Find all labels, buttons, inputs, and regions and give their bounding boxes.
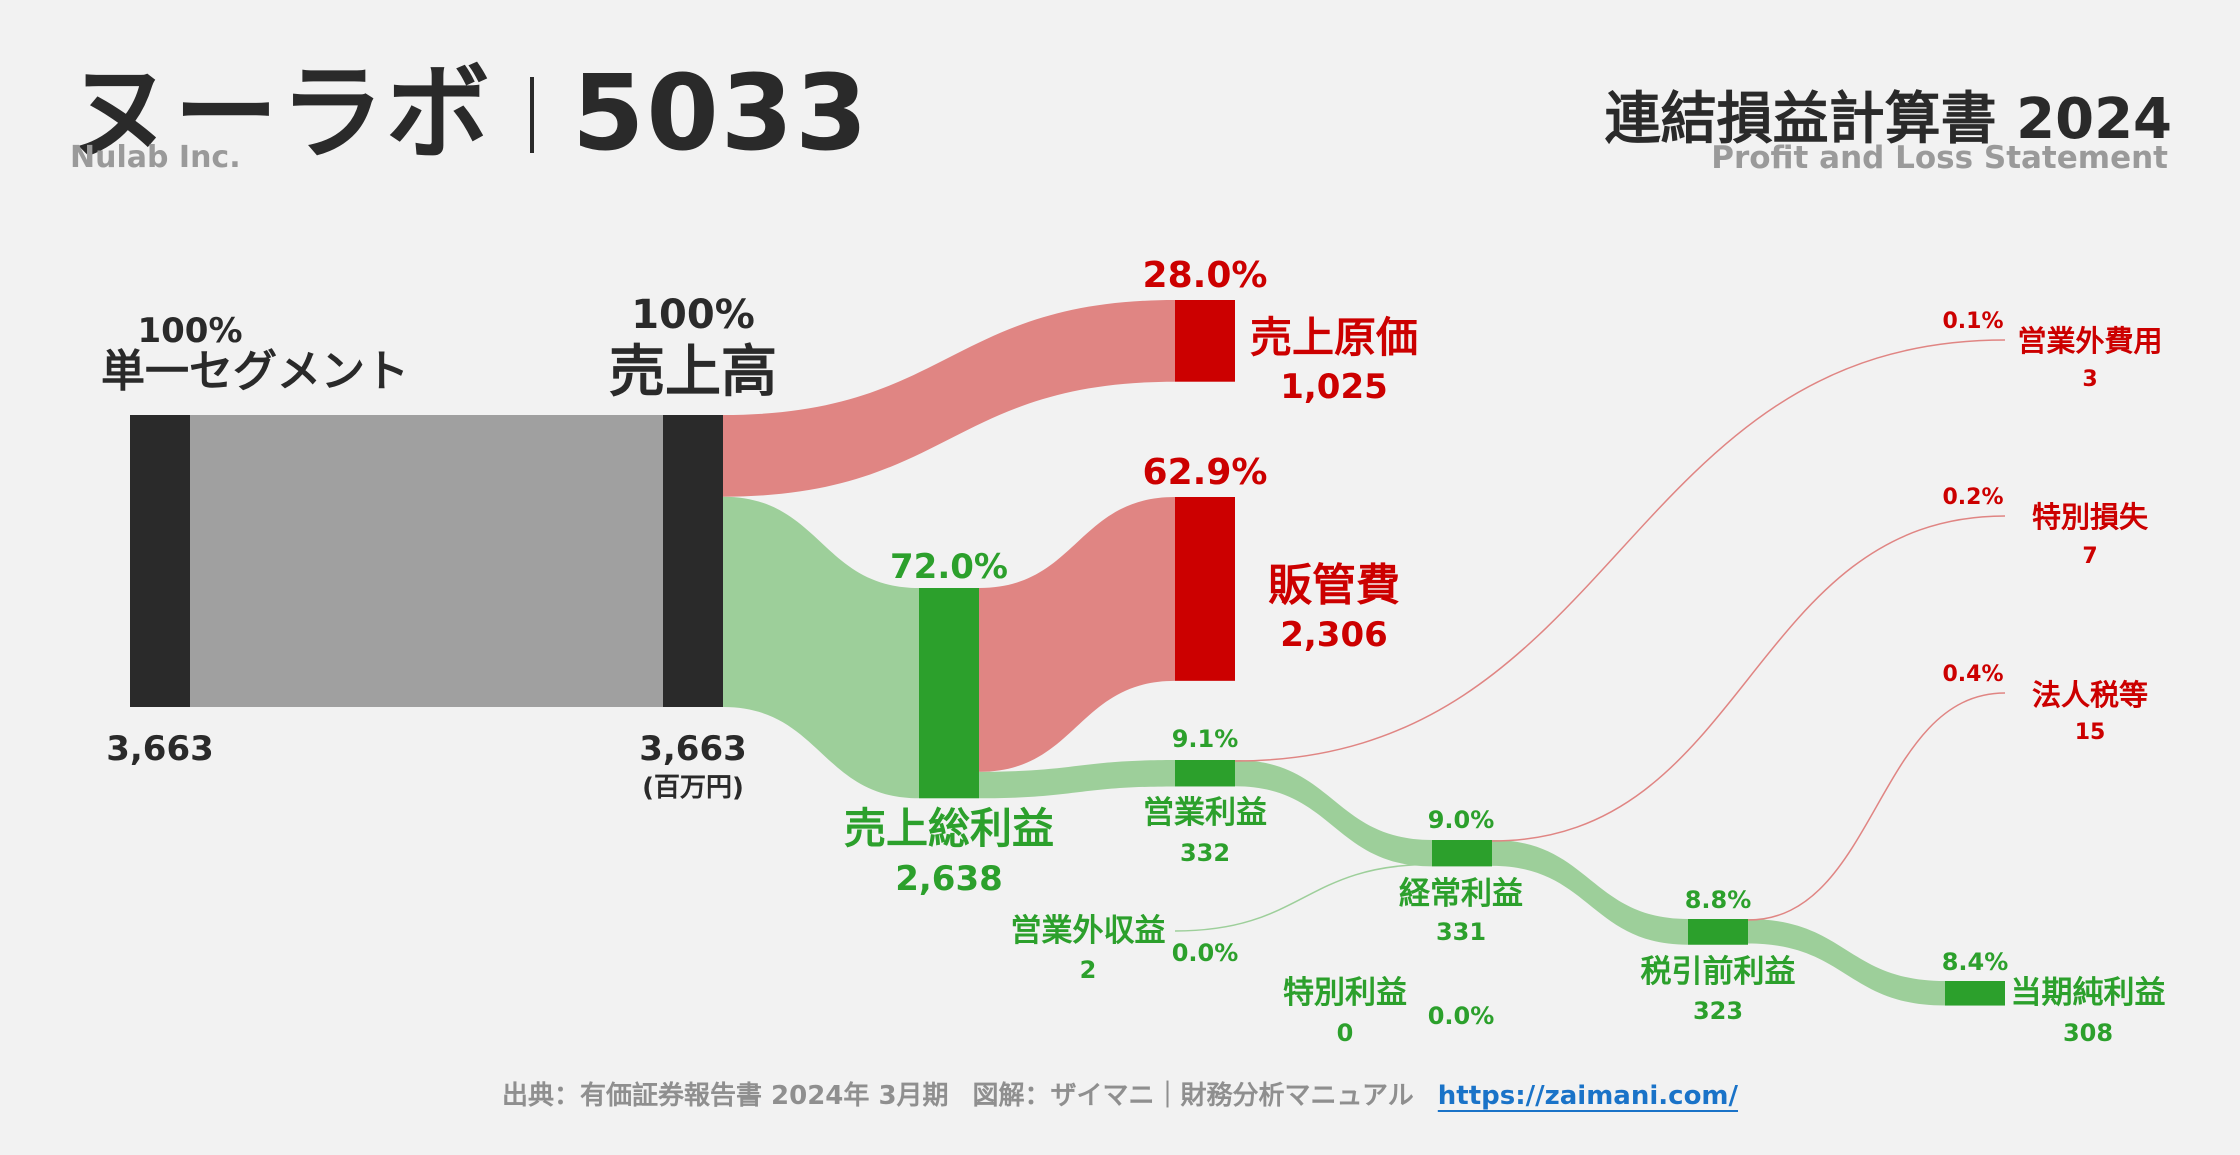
sankey-flows — [190, 300, 2006, 1006]
title-separator — [530, 77, 535, 153]
operating-profit-name-label: 営業利益 — [1143, 795, 1267, 831]
non-operating-expenses-value-label: 3 — [2082, 367, 2097, 392]
cost-of-sales-pct-label: 28.0% — [1143, 255, 1268, 296]
segment-name-label: 単一セグメント — [101, 346, 409, 397]
sga-flow — [979, 497, 1175, 772]
company-english-name: Nulab Inc. — [70, 140, 241, 175]
net-profit-pct-label: 8.4% — [1942, 948, 2009, 976]
gross-profit-value-label: 2,638 — [895, 859, 1003, 899]
company-title: ヌーラボ 5033 — [68, 28, 869, 179]
sga-name-label: 販管費 — [1268, 560, 1400, 611]
operating-profit-flow — [979, 760, 1175, 799]
sankey-nodes — [130, 300, 2005, 1006]
cost-of-sales-flow — [723, 300, 1175, 497]
footer-source: 出典：有価証券報告書 2024年 3月期 — [501, 1081, 949, 1111]
revenue-node — [663, 415, 723, 707]
footer: 出典：有価証券報告書 2024年 3月期 図解：ザイマニ｜財務分析マニュアル htt… — [0, 1075, 2240, 1112]
statement-title: 連結損益計算書 2024 — [1604, 87, 2172, 152]
segment-pct-label: 100% — [137, 311, 242, 351]
sga-node — [1175, 497, 1235, 681]
gross-profit-node — [919, 588, 979, 799]
unit-label: (百万円) — [642, 773, 744, 803]
gross-profit-name-label: 売上総利益 — [844, 804, 1054, 853]
pretax-profit-pct-label: 8.8% — [1685, 886, 1752, 914]
income-taxes-pct-label: 0.4% — [1942, 662, 2003, 687]
gross-profit-pct-label: 72.0% — [890, 547, 1008, 587]
pretax-profit-value-label: 323 — [1693, 997, 1743, 1025]
ordinary-profit-value-label: 331 — [1436, 918, 1486, 946]
segment-to-revenue-flow — [190, 415, 663, 707]
non-operating-income-pct-label: 0.0% — [1172, 939, 1239, 967]
footer-credit: 図解：ザイマニ｜財務分析マニュアル — [972, 1081, 1414, 1111]
sga-pct-label: 62.9% — [1143, 452, 1268, 493]
pretax-profit-flow — [1492, 840, 1688, 945]
extraordinary-loss-flow — [1491, 515, 2006, 842]
sga-value-label: 2,306 — [1280, 615, 1388, 655]
segment-value-label: 3,663 — [106, 729, 214, 769]
revenue-name-label: 売上高 — [609, 340, 777, 405]
ordinary-profit-pct-label: 9.0% — [1428, 806, 1495, 834]
income-taxes-value-label: 15 — [2075, 720, 2106, 745]
ordinary-profit-node — [1432, 840, 1492, 867]
net-profit-flow — [1748, 919, 1945, 1006]
net-profit-node — [1945, 981, 2005, 1006]
extraordinary-loss-value-label: 7 — [2082, 544, 2097, 569]
income-taxes-flow — [1747, 692, 2006, 921]
ordinary-profit-name-label: 経常利益 — [1399, 876, 1523, 912]
extraordinary-income-pct-label: 0.0% — [1428, 1002, 1495, 1030]
footer-link[interactable]: https://zaimani.com/ — [1437, 1081, 1739, 1111]
revenue-pct-label: 100% — [631, 292, 755, 338]
pretax-profit-node — [1688, 919, 1748, 945]
operating-profit-pct-label: 9.1% — [1172, 725, 1239, 753]
non-operating-income-flow — [1174, 863, 1433, 932]
extraordinary-income-value-label: 0 — [1337, 1019, 1354, 1047]
statement-subtitle: Profit and Loss Statement — [1711, 140, 2168, 176]
segment-node — [130, 415, 190, 707]
cost-of-sales-name-label: 売上原価 — [1250, 313, 1418, 362]
non-operating-expenses-flow — [1234, 339, 2006, 762]
pretax-profit-name-label: 税引前利益 — [1641, 954, 1796, 990]
non-operating-expenses-name-label: 営業外費用 — [2017, 324, 2162, 358]
gross-profit-flow — [723, 496, 919, 799]
company-name: ヌーラボ — [68, 52, 493, 174]
non-operating-expenses-pct-label: 0.1% — [1942, 309, 2003, 334]
sankey-labels: 100%単一セグメント3,663100%売上高3,663(百万円)28.0%売上… — [101, 255, 2166, 1047]
income-taxes-name-label: 法人税等 — [2032, 678, 2148, 712]
operating-profit-value-label: 332 — [1180, 839, 1230, 867]
revenue-value-label: 3,663 — [639, 729, 747, 769]
net-profit-name-label: 当期純利益 — [2011, 975, 2166, 1011]
ticker-code: 5033 — [572, 52, 870, 174]
cost-of-sales-value-label: 1,025 — [1280, 367, 1388, 407]
operating-profit-node — [1175, 760, 1235, 787]
extraordinary-loss-pct-label: 0.2% — [1942, 485, 2003, 510]
non-operating-income-value-label: 2 — [1080, 956, 1097, 984]
net-profit-value-label: 308 — [2063, 1019, 2113, 1047]
non-operating-income-name-label: 営業外収益 — [1011, 913, 1166, 949]
extraordinary-income-name-label: 特別利益 — [1283, 975, 1407, 1011]
ordinary-profit-flow — [1235, 760, 1432, 867]
cost-of-sales-node — [1175, 300, 1235, 382]
extraordinary-loss-name-label: 特別損失 — [2032, 500, 2149, 534]
